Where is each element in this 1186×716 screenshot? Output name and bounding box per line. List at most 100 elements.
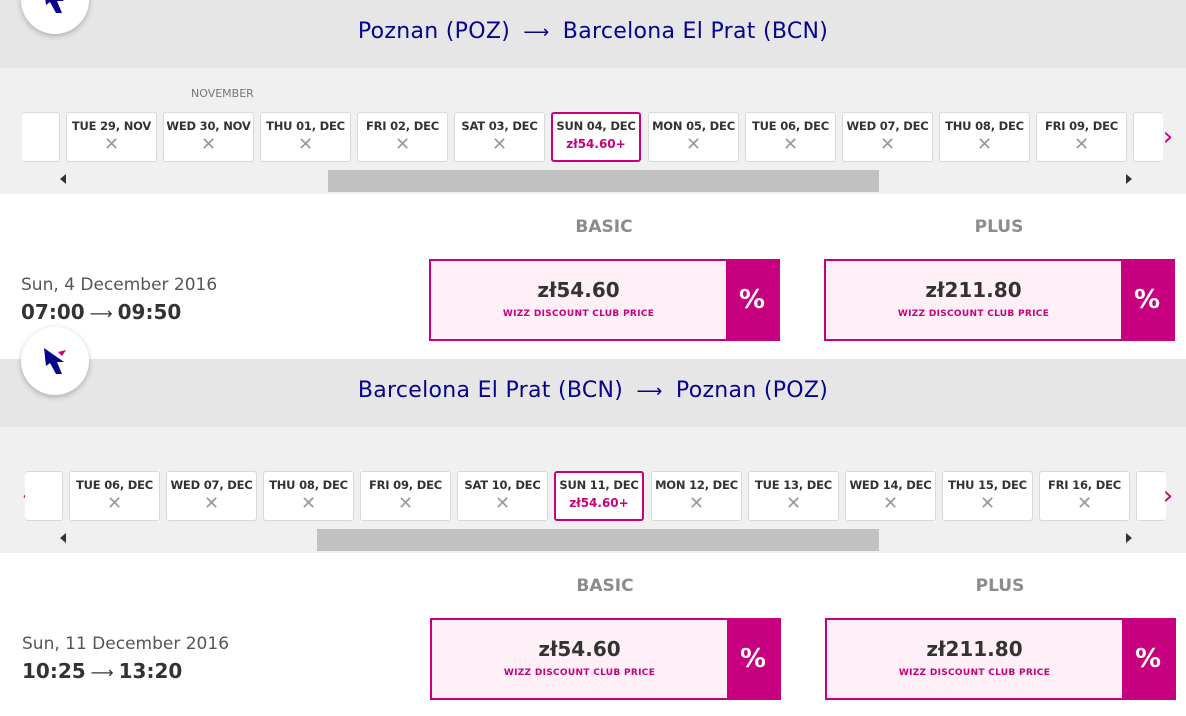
route-header: Poznan (POZ) ⟶ Barcelona El Prat (BCN)	[0, 0, 1186, 68]
date-cell[interactable]: TUE 29, NOV ✕	[66, 112, 157, 162]
date-selector: ‹ TUE 06, DEC✕WED 07, DEC✕THU 08, DEC✕FR…	[0, 427, 1186, 553]
date-cell[interactable]: FRI 09, DEC ✕	[360, 471, 451, 521]
date-label: FRI 09, DEC	[1044, 119, 1118, 133]
date-cell[interactable]: THU 15, DEC ✕	[942, 471, 1033, 521]
unavailable-x-icon: ✕	[491, 134, 508, 155]
unavailable-x-icon: ✕	[879, 134, 896, 155]
unavailable-x-icon: ✕	[785, 493, 802, 514]
date-cell[interactable]: TUE 13, DEC ✕	[748, 471, 839, 521]
month-label: NOVEMBER	[191, 87, 254, 100]
basic-fare-button[interactable]: zł54.60 WIZZ DISCOUNT CLUB PRICE %	[429, 259, 780, 341]
date-cell-partial[interactable]	[25, 471, 63, 521]
destination-label: Barcelona El Prat (BCN)	[562, 19, 829, 44]
date-cell[interactable]: THU 01, DEC ✕	[260, 112, 351, 162]
date-price: zł54.60+	[569, 496, 629, 510]
unavailable-x-icon: ✕	[300, 493, 317, 514]
date-cell[interactable]: SAT 10, DEC ✕	[457, 471, 548, 521]
unavailable-x-icon: ✕	[106, 493, 123, 514]
date-cell[interactable]: TUE 06, DEC ✕	[69, 471, 160, 521]
date-label: WED 07, DEC	[170, 478, 253, 492]
date-label: WED 07, DEC	[846, 119, 929, 133]
date-cell[interactable]: FRI 16, DEC ✕	[1039, 471, 1130, 521]
discount-percent-icon: %	[1122, 620, 1174, 698]
airline-logo-icon	[21, 327, 89, 395]
date-label: FRI 16, DEC	[1047, 478, 1121, 492]
route-header: Barcelona El Prat (BCN) ⟶ Poznan (POZ)	[0, 359, 1186, 427]
scroll-right-arrow-icon[interactable]	[1126, 174, 1132, 184]
fare-area: BASIC PLUS Sun, 4 December 2016 07:00 ⟶ 09…	[0, 194, 1186, 354]
basic-fare-button[interactable]: zł54.60 WIZZ DISCOUNT CLUB PRICE %	[430, 618, 781, 700]
date-label: THU 01, DEC	[266, 119, 345, 133]
time-arrow-icon: ⟶	[90, 663, 114, 682]
date-label: TUE 06, DEC	[75, 478, 154, 492]
date-cell[interactable]: THU 08, DEC ✕	[263, 471, 354, 521]
fare-label-plus: PLUS	[974, 217, 1024, 237]
discount-percent-icon: %	[727, 620, 779, 698]
origin-label: Barcelona El Prat (BCN)	[357, 378, 624, 403]
outbound-leg: Poznan (POZ) ⟶ Barcelona El Prat (BCN) N…	[0, 0, 1186, 356]
date-cell-selected[interactable]: SUN 04, DEC zł54.60+	[551, 112, 641, 162]
date-label: WED 30, NOV	[166, 119, 251, 133]
departure-time: 07:00	[21, 300, 85, 324]
unavailable-x-icon: ✕	[394, 134, 411, 155]
basic-fare-price: zł54.60	[537, 278, 620, 302]
scroll-right-arrow-icon[interactable]	[1126, 533, 1132, 543]
scrollbar-thumb[interactable]	[328, 170, 879, 192]
date-scrollbar[interactable]	[58, 529, 1138, 551]
next-dates-button[interactable]: ›	[1158, 122, 1178, 152]
date-cell[interactable]: FRI 09, DEC ✕	[1036, 112, 1127, 162]
date-cell[interactable]: TUE 06, DEC ✕	[745, 112, 836, 162]
fare-label-basic: BASIC	[576, 576, 634, 596]
date-label: THU 08, DEC	[945, 119, 1024, 133]
scrollbar-thumb[interactable]	[317, 529, 879, 551]
discount-percent-icon: %	[1121, 261, 1173, 339]
time-arrow-icon: ⟶	[89, 304, 113, 323]
basic-fare-note: WIZZ DISCOUNT CLUB PRICE	[503, 668, 656, 678]
date-scrollbar[interactable]	[58, 170, 1138, 192]
route-arrow-icon: ⟶	[636, 381, 663, 402]
date-label: TUE 13, DEC	[754, 478, 833, 492]
date-cell[interactable]: WED 30, NOV ✕	[163, 112, 254, 162]
unavailable-x-icon: ✕	[397, 493, 414, 514]
route-title: Barcelona El Prat (BCN) ⟶ Poznan (POZ)	[0, 378, 1186, 403]
unavailable-x-icon: ✕	[882, 493, 899, 514]
next-dates-button[interactable]: ›	[1158, 481, 1178, 511]
date-label: MON 12, DEC	[655, 478, 738, 492]
date-label: TUE 29, NOV	[71, 119, 152, 133]
date-cell[interactable]: WED 14, DEC ✕	[845, 471, 936, 521]
plus-fare-note: WIZZ DISCOUNT CLUB PRICE	[897, 309, 1050, 319]
date-cell-partial[interactable]	[1136, 471, 1166, 521]
scroll-left-arrow-icon[interactable]	[60, 533, 66, 543]
flight-times: 10:25 ⟶ 13:20	[22, 659, 182, 683]
date-cell-partial[interactable]	[22, 112, 60, 162]
date-label: MON 05, DEC	[652, 119, 735, 133]
date-cell[interactable]: SAT 03, DEC ✕	[454, 112, 545, 162]
basic-fare-note: WIZZ DISCOUNT CLUB PRICE	[502, 309, 655, 319]
basic-fare-main: zł54.60 WIZZ DISCOUNT CLUB PRICE	[432, 620, 727, 698]
date-cell[interactable]: WED 07, DEC ✕	[842, 112, 933, 162]
unavailable-x-icon: ✕	[203, 493, 220, 514]
date-cell[interactable]: MON 12, DEC ✕	[651, 471, 742, 521]
plus-fare-button[interactable]: zł211.80 WIZZ DISCOUNT CLUB PRICE %	[824, 259, 1175, 341]
date-cell[interactable]: FRI 02, DEC ✕	[357, 112, 448, 162]
plus-fare-button[interactable]: zł211.80 WIZZ DISCOUNT CLUB PRICE %	[825, 618, 1176, 700]
date-cell-selected[interactable]: SUN 11, DEC zł54.60+	[554, 471, 644, 521]
flight-times: 07:00 ⟶ 09:50	[21, 300, 181, 324]
date-cell[interactable]: WED 07, DEC ✕	[166, 471, 257, 521]
date-cell[interactable]: THU 08, DEC ✕	[939, 112, 1030, 162]
basic-fare-price: zł54.60	[538, 637, 621, 661]
scroll-left-arrow-icon[interactable]	[60, 174, 66, 184]
date-label: THU 08, DEC	[269, 478, 348, 492]
date-label: FRI 09, DEC	[368, 478, 442, 492]
arrival-time: 09:50	[117, 300, 182, 324]
unavailable-x-icon: ✕	[979, 493, 996, 514]
unavailable-x-icon: ✕	[200, 134, 217, 155]
date-label: TUE 06, DEC	[751, 119, 830, 133]
unavailable-x-icon: ✕	[1073, 134, 1090, 155]
date-cell-partial[interactable]	[1133, 112, 1163, 162]
unavailable-x-icon: ✕	[782, 134, 799, 155]
date-cell[interactable]: MON 05, DEC ✕	[648, 112, 739, 162]
plus-fare-main: zł211.80 WIZZ DISCOUNT CLUB PRICE	[827, 620, 1122, 698]
date-label: SAT 10, DEC	[464, 478, 541, 492]
fare-label-plus: PLUS	[975, 576, 1025, 596]
